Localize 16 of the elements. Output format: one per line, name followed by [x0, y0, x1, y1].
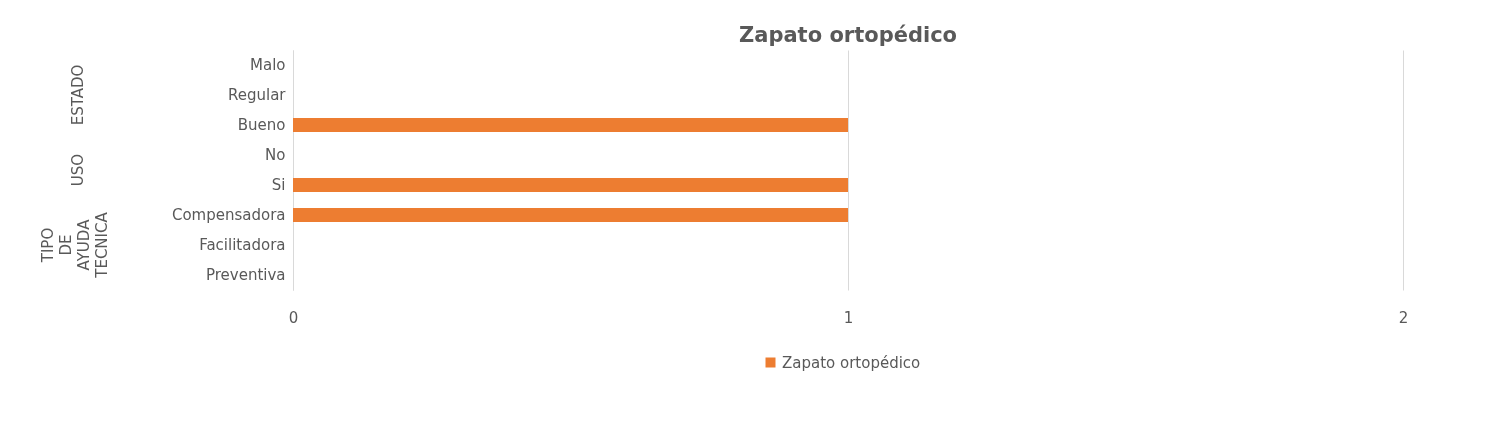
- y-tick-label: Preventiva: [205, 266, 286, 284]
- y-tick-label: Compensadora: [171, 206, 286, 224]
- text: TIPO DE AYUDA TECNICA: [39, 211, 111, 279]
- y-tick-label: Facilitadora: [199, 236, 286, 254]
- text: USO: [69, 153, 87, 187]
- chart-title: Zapato ortopédico: [738, 23, 958, 47]
- x-tick-label: 1: [843, 308, 854, 327]
- y-tick-label: Si: [271, 176, 286, 194]
- text: ESTADO: [69, 64, 87, 126]
- y-tick-label: Regular: [227, 86, 287, 104]
- x-tick-label: 0: [288, 308, 299, 327]
- y-tick-label: Malo: [250, 56, 286, 74]
- y-tick-label: No: [265, 146, 286, 164]
- y-tick-label: Bueno: [237, 116, 286, 134]
- x-tick-label: 2: [1398, 308, 1409, 327]
- legend-label: Zapato ortopédico: [782, 353, 921, 372]
